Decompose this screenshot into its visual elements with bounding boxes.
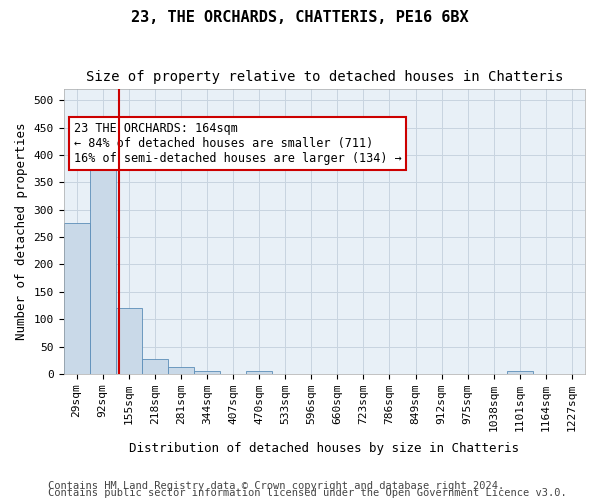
Bar	[64, 224, 89, 374]
Y-axis label: Number of detached properties: Number of detached properties	[15, 123, 28, 340]
Text: Contains HM Land Registry data © Crown copyright and database right 2024.: Contains HM Land Registry data © Crown c…	[48, 481, 504, 491]
Bar	[168, 367, 194, 374]
Bar	[246, 371, 272, 374]
Text: 23, THE ORCHARDS, CHATTERIS, PE16 6BX: 23, THE ORCHARDS, CHATTERIS, PE16 6BX	[131, 10, 469, 25]
Bar	[194, 371, 220, 374]
Bar	[116, 308, 142, 374]
X-axis label: Distribution of detached houses by size in Chatteris: Distribution of detached houses by size …	[129, 442, 519, 455]
Title: Size of property relative to detached houses in Chatteris: Size of property relative to detached ho…	[86, 70, 563, 84]
Bar	[507, 371, 533, 374]
Bar	[142, 358, 168, 374]
Bar	[89, 152, 116, 374]
Text: Contains public sector information licensed under the Open Government Licence v3: Contains public sector information licen…	[48, 488, 567, 498]
Text: 23 THE ORCHARDS: 164sqm
← 84% of detached houses are smaller (711)
16% of semi-d: 23 THE ORCHARDS: 164sqm ← 84% of detache…	[74, 122, 402, 165]
